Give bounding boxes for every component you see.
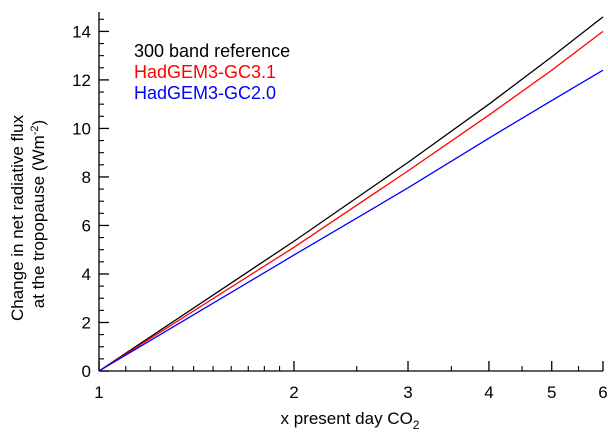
series-line-1 <box>98 16 604 372</box>
series-line-3 <box>98 69 604 372</box>
y-tick-label: 0 <box>82 362 91 381</box>
y-tick-label: 10 <box>72 119 91 138</box>
y-tick-label: 8 <box>82 168 91 187</box>
y-tick-label: 14 <box>72 22 91 41</box>
plot-area <box>98 12 603 372</box>
x-tick-label: 1 <box>94 383 103 402</box>
axis-ticks <box>98 18 604 372</box>
x-tick-label: 2 <box>289 383 298 402</box>
y-tick-label: 4 <box>82 265 91 284</box>
series-layer <box>98 16 604 372</box>
y-tick-label: 6 <box>82 216 91 235</box>
y-axis-label-line2: at the tropopause (Wm-2) <box>29 120 48 308</box>
y-axis-label-line1: Change in net radiative flux <box>8 114 27 321</box>
x-axis-label: x present day CO2 <box>281 409 420 432</box>
legend-entry-3: HadGEM3-GC2.0 <box>134 83 276 103</box>
series-line-2 <box>98 30 604 372</box>
x-tick-label: 5 <box>547 383 556 402</box>
y-tick-label: 12 <box>72 71 91 90</box>
legend-entry-2: HadGEM3-GC3.1 <box>134 62 276 82</box>
x-tick-label: 6 <box>598 383 607 402</box>
legend: 300 band referenceHadGEM3-GC3.1HadGEM3-G… <box>134 41 290 103</box>
y-tick-label: 2 <box>82 313 91 332</box>
x-tick-label: 3 <box>403 383 412 402</box>
x-tick-label: 4 <box>484 383 493 402</box>
legend-entry-1: 300 band reference <box>134 41 290 61</box>
